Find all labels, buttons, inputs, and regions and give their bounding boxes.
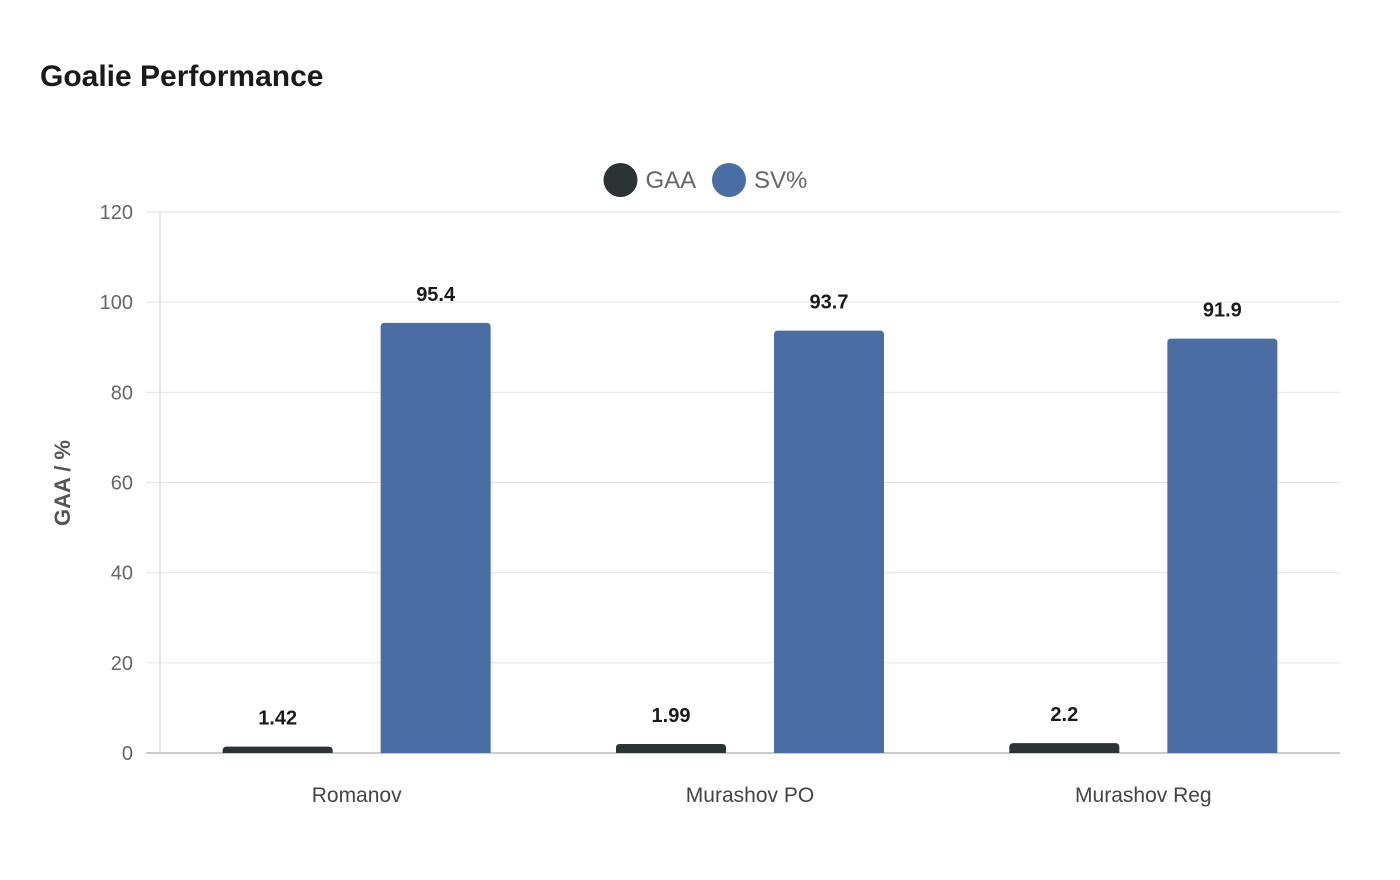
- y-tick-label: 40: [111, 563, 133, 585]
- data-labels: 1.42 95.4 1.99 93.7 2.2 91.9: [258, 284, 1242, 730]
- data-label: 1.99: [652, 705, 691, 727]
- y-tick-label: 80: [111, 382, 133, 404]
- legend: GAA SV%: [603, 163, 807, 197]
- legend-swatch-gaa: [603, 163, 638, 197]
- y-tick-label: 20: [111, 653, 133, 675]
- legend-label: SV%: [754, 167, 807, 194]
- legend-swatch-sv: [712, 163, 746, 197]
- bar-gaa-0: [222, 746, 333, 753]
- y-tick-label: 0: [122, 743, 133, 765]
- y-tick-label: 120: [100, 202, 133, 224]
- y-tick-label: 60: [111, 473, 133, 495]
- x-category-label: Romanov: [312, 784, 402, 807]
- x-category-label: Murashov Reg: [1075, 784, 1212, 807]
- bar-sv-2: [1167, 338, 1278, 753]
- legend-label: GAA: [646, 167, 697, 194]
- bar-gaa-1: [616, 744, 726, 753]
- data-label: 95.4: [416, 284, 456, 306]
- y-tick-label: 100: [100, 292, 133, 314]
- bars: [222, 322, 1278, 753]
- data-label: 1.42: [258, 708, 297, 730]
- data-label: 93.7: [810, 292, 849, 314]
- y-axis-ticks: 0 20 40 60 80 100 120: [100, 202, 133, 765]
- axes: [146, 212, 1340, 754]
- bar-sv-1: [774, 330, 884, 753]
- data-label: 2.2: [1050, 704, 1078, 726]
- x-category-label: Murashov PO: [686, 784, 814, 807]
- bar-gaa-2: [1009, 743, 1120, 753]
- data-label: 91.9: [1203, 300, 1242, 322]
- grid-lines: [146, 211, 1340, 664]
- chart-title: Goalie Performance: [40, 60, 324, 93]
- bar-sv-0: [380, 322, 491, 753]
- y-axis-title: GAA / %: [50, 440, 75, 526]
- x-axis-categories: Romanov Murashov PO Murashov Reg: [312, 784, 1212, 807]
